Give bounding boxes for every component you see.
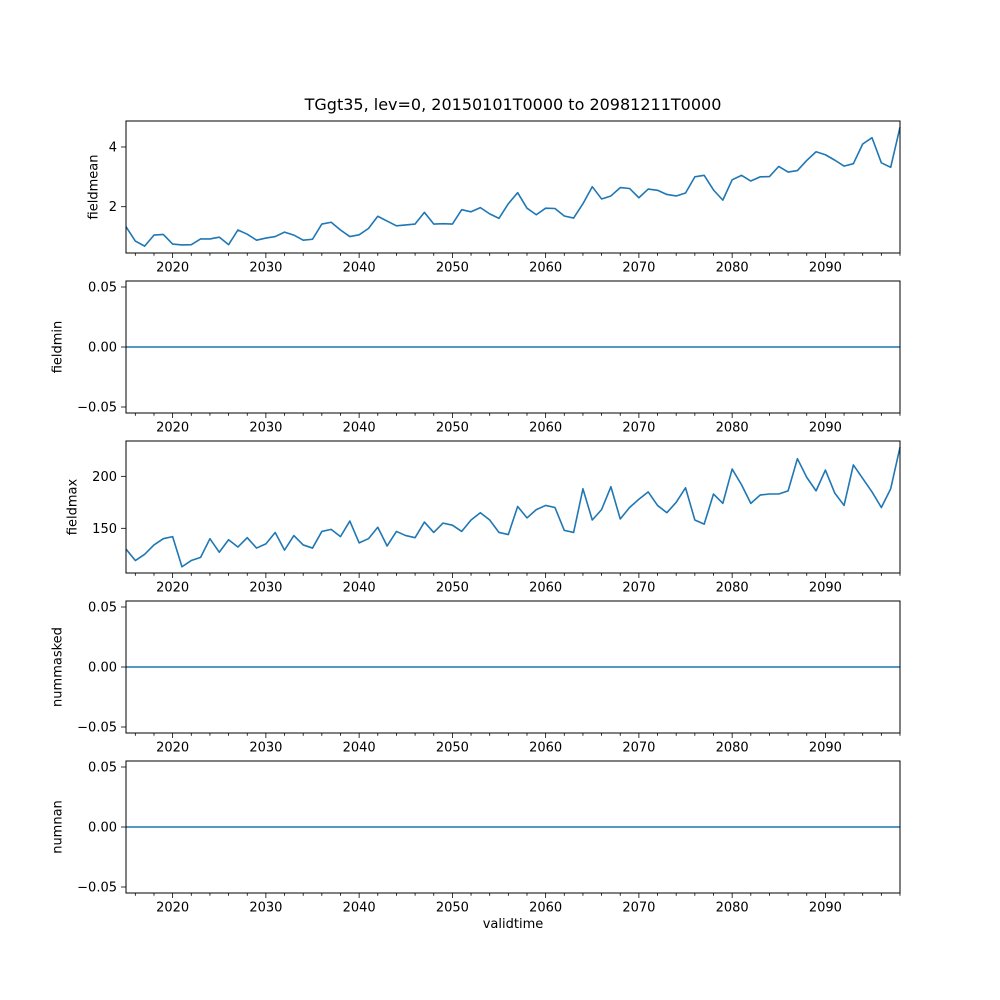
y-tick-label: 0.05 bbox=[88, 281, 117, 296]
x-tick-label: 2080 bbox=[716, 421, 749, 436]
x-tick-label: 2080 bbox=[716, 581, 749, 596]
subplot-fieldmax: 2020 2030 2040 2050 2060 2070 2080 2090 150 200 bbox=[92, 440, 901, 596]
y-tick-label: 0.05 bbox=[88, 761, 117, 776]
x-tick-label: 2020 bbox=[156, 581, 189, 596]
x-tick-label: 2050 bbox=[436, 741, 469, 756]
y-tick-label: −0.05 bbox=[77, 721, 117, 736]
x-tick-label: 2030 bbox=[249, 581, 282, 596]
x-tick-label: 2090 bbox=[809, 741, 842, 756]
y-tick-label: −0.05 bbox=[77, 401, 117, 416]
axes-frame bbox=[125, 600, 901, 734]
x-tick-label: 2040 bbox=[343, 901, 376, 916]
x-tick-label: 2090 bbox=[809, 421, 842, 436]
y-tick-label: −0.05 bbox=[77, 881, 117, 896]
y-tick-label: 4 bbox=[109, 140, 117, 155]
y-axis-label-numnan: numnan bbox=[50, 800, 66, 854]
x-tick-label: 2020 bbox=[156, 741, 189, 756]
y-tick-label: 0.00 bbox=[88, 661, 117, 676]
x-tick-label: 2030 bbox=[249, 261, 282, 276]
axes-frame bbox=[125, 280, 901, 414]
subplot-fieldmean: 2020 2030 2040 2050 2060 2070 2080 2090 2 4 bbox=[109, 120, 901, 276]
y-tick-label: 2 bbox=[109, 200, 117, 215]
y-tick-label: 150 bbox=[92, 522, 117, 537]
x-tick-label: 2050 bbox=[436, 901, 469, 916]
y-axis-label-fieldmin: fieldmin bbox=[50, 320, 66, 374]
subplot-fieldmin: 2020 2030 2040 2050 2060 2070 2080 2090 −0.05 0.0… bbox=[77, 280, 901, 436]
x-tick-label: 2050 bbox=[436, 261, 469, 276]
x-tick-label: 2060 bbox=[529, 261, 562, 276]
x-tick-label: 2030 bbox=[249, 901, 282, 916]
x-tick-label: 2090 bbox=[809, 901, 842, 916]
x-tick-label: 2070 bbox=[622, 421, 655, 436]
fieldmean-line bbox=[125, 127, 901, 247]
x-tick-label: 2070 bbox=[622, 581, 655, 596]
y-tick-label: 0.00 bbox=[88, 341, 117, 356]
y-tick-label: 0.05 bbox=[88, 601, 117, 616]
x-tick-label: 2020 bbox=[156, 421, 189, 436]
y-axis-label-nummasked: nummasked bbox=[50, 627, 66, 707]
x-tick-label: 2040 bbox=[343, 581, 376, 596]
fieldmax-line bbox=[125, 447, 901, 568]
x-tick-label: 2080 bbox=[716, 261, 749, 276]
x-tick-label: 2070 bbox=[622, 261, 655, 276]
x-tick-label: 2080 bbox=[716, 901, 749, 916]
x-tick-label: 2060 bbox=[529, 421, 562, 436]
x-tick-label: 2050 bbox=[436, 581, 469, 596]
axes-frame bbox=[125, 760, 901, 894]
x-tick-label: 2090 bbox=[809, 581, 842, 596]
subplot-nummasked: 2020 2030 2040 2050 2060 2070 2080 2090 −0.05 0.0… bbox=[77, 600, 901, 756]
y-axis-label-fieldmax: fieldmax bbox=[65, 478, 81, 536]
x-tick-label: 2040 bbox=[343, 741, 376, 756]
x-tick-label: 2060 bbox=[529, 581, 562, 596]
figure-title: TGgt35, lev=0, 20150101T0000 to 20981211… bbox=[304, 95, 722, 114]
x-tick-label: 2040 bbox=[343, 261, 376, 276]
y-tick-label: 200 bbox=[92, 470, 117, 485]
x-tick-label: 2070 bbox=[622, 901, 655, 916]
x-tick-label: 2070 bbox=[622, 741, 655, 756]
x-tick-label: 2090 bbox=[809, 261, 842, 276]
y-tick-label: 0.00 bbox=[88, 821, 117, 836]
x-tick-label: 2050 bbox=[436, 421, 469, 436]
x-tick-label: 2030 bbox=[249, 421, 282, 436]
subplot-numnan: 2020 2030 2040 2050 2060 2070 2080 2090 −0.05 0.0… bbox=[77, 760, 901, 916]
y-axis-label-fieldmean: fieldmean bbox=[86, 154, 102, 220]
x-tick-label: 2040 bbox=[343, 421, 376, 436]
x-tick-label: 2020 bbox=[156, 261, 189, 276]
x-tick-label: 2080 bbox=[716, 741, 749, 756]
x-tick-label: 2060 bbox=[529, 901, 562, 916]
axes-frame bbox=[125, 440, 901, 574]
axes-frame bbox=[125, 120, 901, 254]
x-tick-label: 2060 bbox=[529, 741, 562, 756]
x-tick-label: 2030 bbox=[249, 741, 282, 756]
x-tick-label: 2020 bbox=[156, 901, 189, 916]
x-axis-label: validtime bbox=[482, 917, 544, 932]
